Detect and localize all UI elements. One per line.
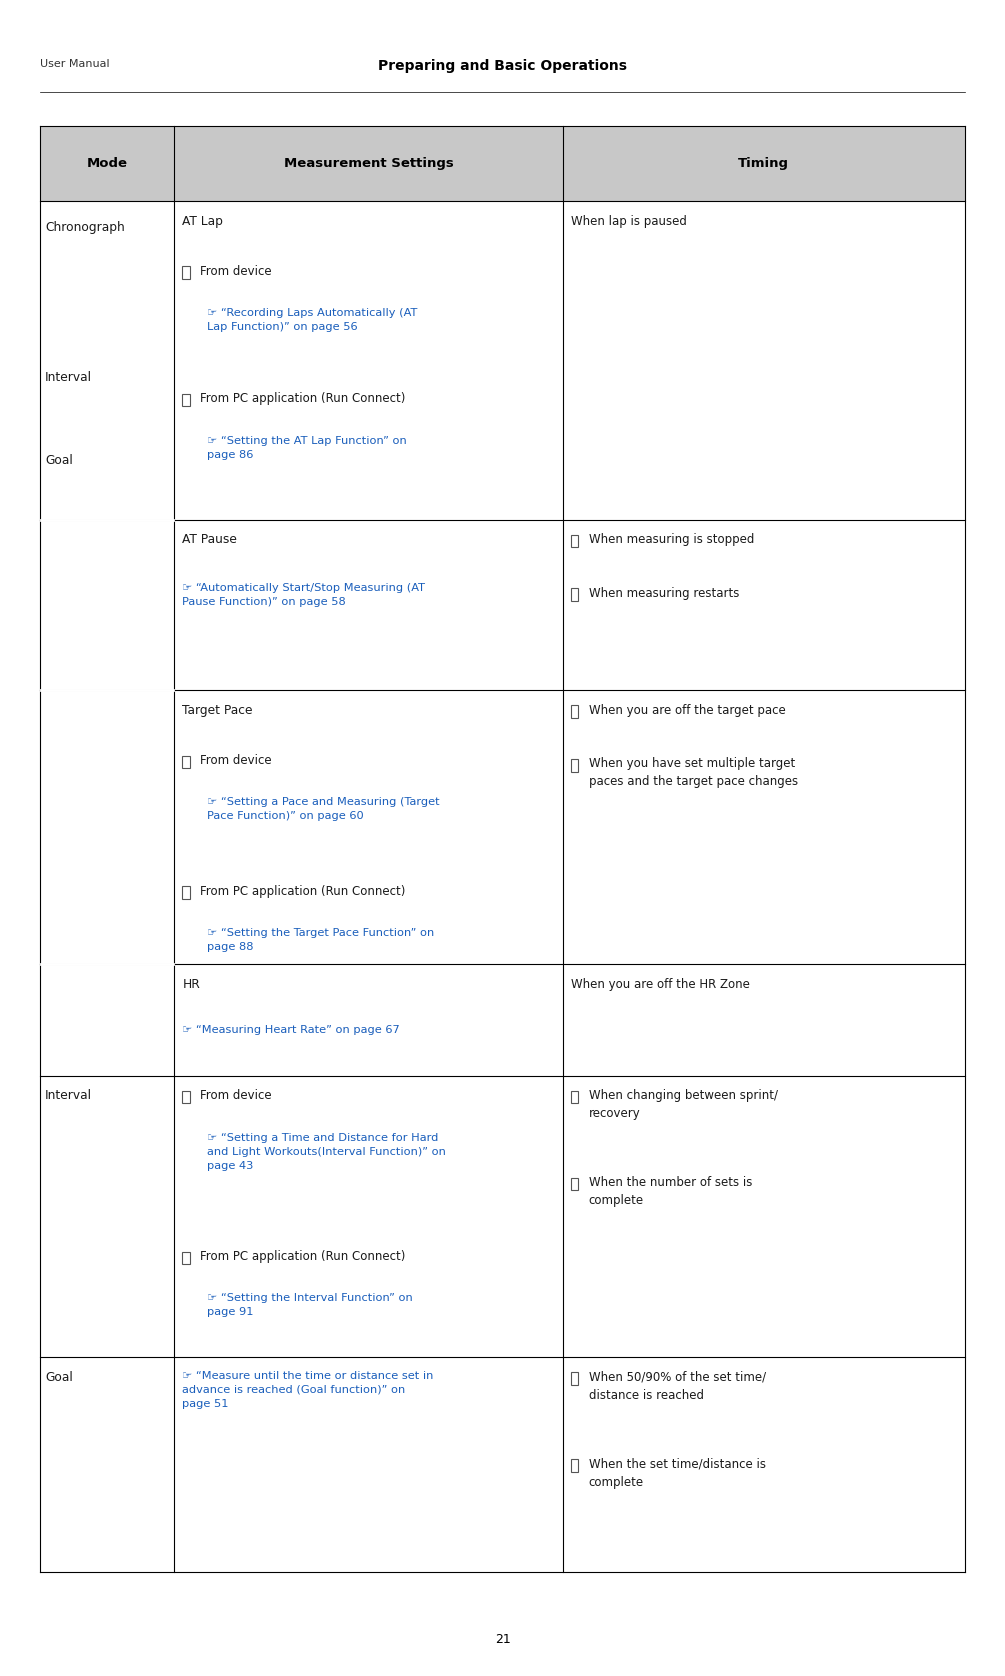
Text: ☞ “Setting the AT Lap Function” on
page 86: ☞ “Setting the AT Lap Function” on page … bbox=[207, 436, 407, 459]
Text: ☞ “Automatically Start/Stop Measuring (AT
Pause Function)” on page 58: ☞ “Automatically Start/Stop Measuring (A… bbox=[182, 583, 425, 607]
Text: ☞ “Measuring Heart Rate” on page 67: ☞ “Measuring Heart Rate” on page 67 bbox=[182, 1024, 400, 1034]
Text: Chronograph: Chronograph bbox=[45, 221, 125, 235]
Text: ☞ “Setting a Pace and Measuring (Target
Pace Function)” on page 60: ☞ “Setting a Pace and Measuring (Target … bbox=[207, 798, 440, 821]
Text: Mode: Mode bbox=[86, 158, 128, 169]
Text: When 50/90% of the set time/
distance is reached: When 50/90% of the set time/ distance is… bbox=[589, 1371, 766, 1401]
Text: Interval: Interval bbox=[45, 1089, 92, 1103]
Text: Measurement Settings: Measurement Settings bbox=[283, 158, 453, 169]
Bar bbox=[571, 1460, 578, 1472]
Text: From device: From device bbox=[200, 265, 272, 278]
Text: When the set time/distance is
complete: When the set time/distance is complete bbox=[589, 1458, 766, 1488]
Bar bbox=[571, 706, 578, 717]
Bar bbox=[182, 266, 190, 278]
Text: 21: 21 bbox=[494, 1632, 511, 1646]
Text: From PC application (Run Connect): From PC application (Run Connect) bbox=[200, 1250, 406, 1264]
Text: ☞ “Measure until the time or distance set in
advance is reached (Goal function)”: ☞ “Measure until the time or distance se… bbox=[182, 1371, 434, 1408]
Text: From PC application (Run Connect): From PC application (Run Connect) bbox=[200, 885, 406, 898]
Bar bbox=[571, 535, 578, 548]
Bar bbox=[182, 1252, 190, 1264]
Text: Goal: Goal bbox=[45, 1371, 73, 1384]
Bar bbox=[182, 394, 190, 407]
Text: User Manual: User Manual bbox=[40, 59, 110, 69]
Text: AT Lap: AT Lap bbox=[182, 215, 223, 228]
Text: When you have set multiple target
paces and the target pace changes: When you have set multiple target paces … bbox=[589, 758, 798, 788]
Text: Preparing and Basic Operations: Preparing and Basic Operations bbox=[378, 59, 627, 72]
Bar bbox=[571, 759, 578, 771]
Text: ☞ “Recording Laps Automatically (AT
Lap Function)” on page 56: ☞ “Recording Laps Automatically (AT Lap … bbox=[207, 308, 418, 332]
Text: ☞ “Setting the Target Pace Function” on
page 88: ☞ “Setting the Target Pace Function” on … bbox=[207, 929, 435, 952]
Bar bbox=[182, 1091, 190, 1103]
Text: When you are off the HR Zone: When you are off the HR Zone bbox=[571, 977, 750, 991]
Bar bbox=[571, 588, 578, 602]
Text: From PC application (Run Connect): From PC application (Run Connect) bbox=[200, 392, 406, 406]
Text: When measuring is stopped: When measuring is stopped bbox=[589, 533, 754, 546]
Bar bbox=[40, 126, 965, 201]
Text: Goal: Goal bbox=[45, 454, 73, 468]
Bar bbox=[182, 756, 190, 768]
Text: When you are off the target pace: When you are off the target pace bbox=[589, 704, 786, 717]
Bar bbox=[571, 1091, 578, 1103]
Text: ☞ “Setting the Interval Function” on
page 91: ☞ “Setting the Interval Function” on pag… bbox=[207, 1294, 413, 1317]
Text: AT Pause: AT Pause bbox=[182, 533, 237, 546]
Text: Timing: Timing bbox=[739, 158, 789, 169]
Text: When lap is paused: When lap is paused bbox=[571, 215, 686, 228]
Text: When the number of sets is
complete: When the number of sets is complete bbox=[589, 1177, 752, 1207]
Text: Interval: Interval bbox=[45, 370, 92, 384]
Text: HR: HR bbox=[182, 977, 200, 991]
Text: When changing between sprint/
recovery: When changing between sprint/ recovery bbox=[589, 1089, 778, 1120]
Bar bbox=[571, 1178, 578, 1190]
Text: From device: From device bbox=[200, 754, 272, 768]
Text: When measuring restarts: When measuring restarts bbox=[589, 587, 739, 600]
Bar bbox=[182, 887, 190, 898]
Text: Target Pace: Target Pace bbox=[182, 704, 253, 717]
Bar bbox=[571, 1373, 578, 1384]
Text: ☞ “Setting a Time and Distance for Hard
and Light Workouts(Interval Function)” o: ☞ “Setting a Time and Distance for Hard … bbox=[207, 1133, 446, 1170]
Text: From device: From device bbox=[200, 1089, 272, 1103]
